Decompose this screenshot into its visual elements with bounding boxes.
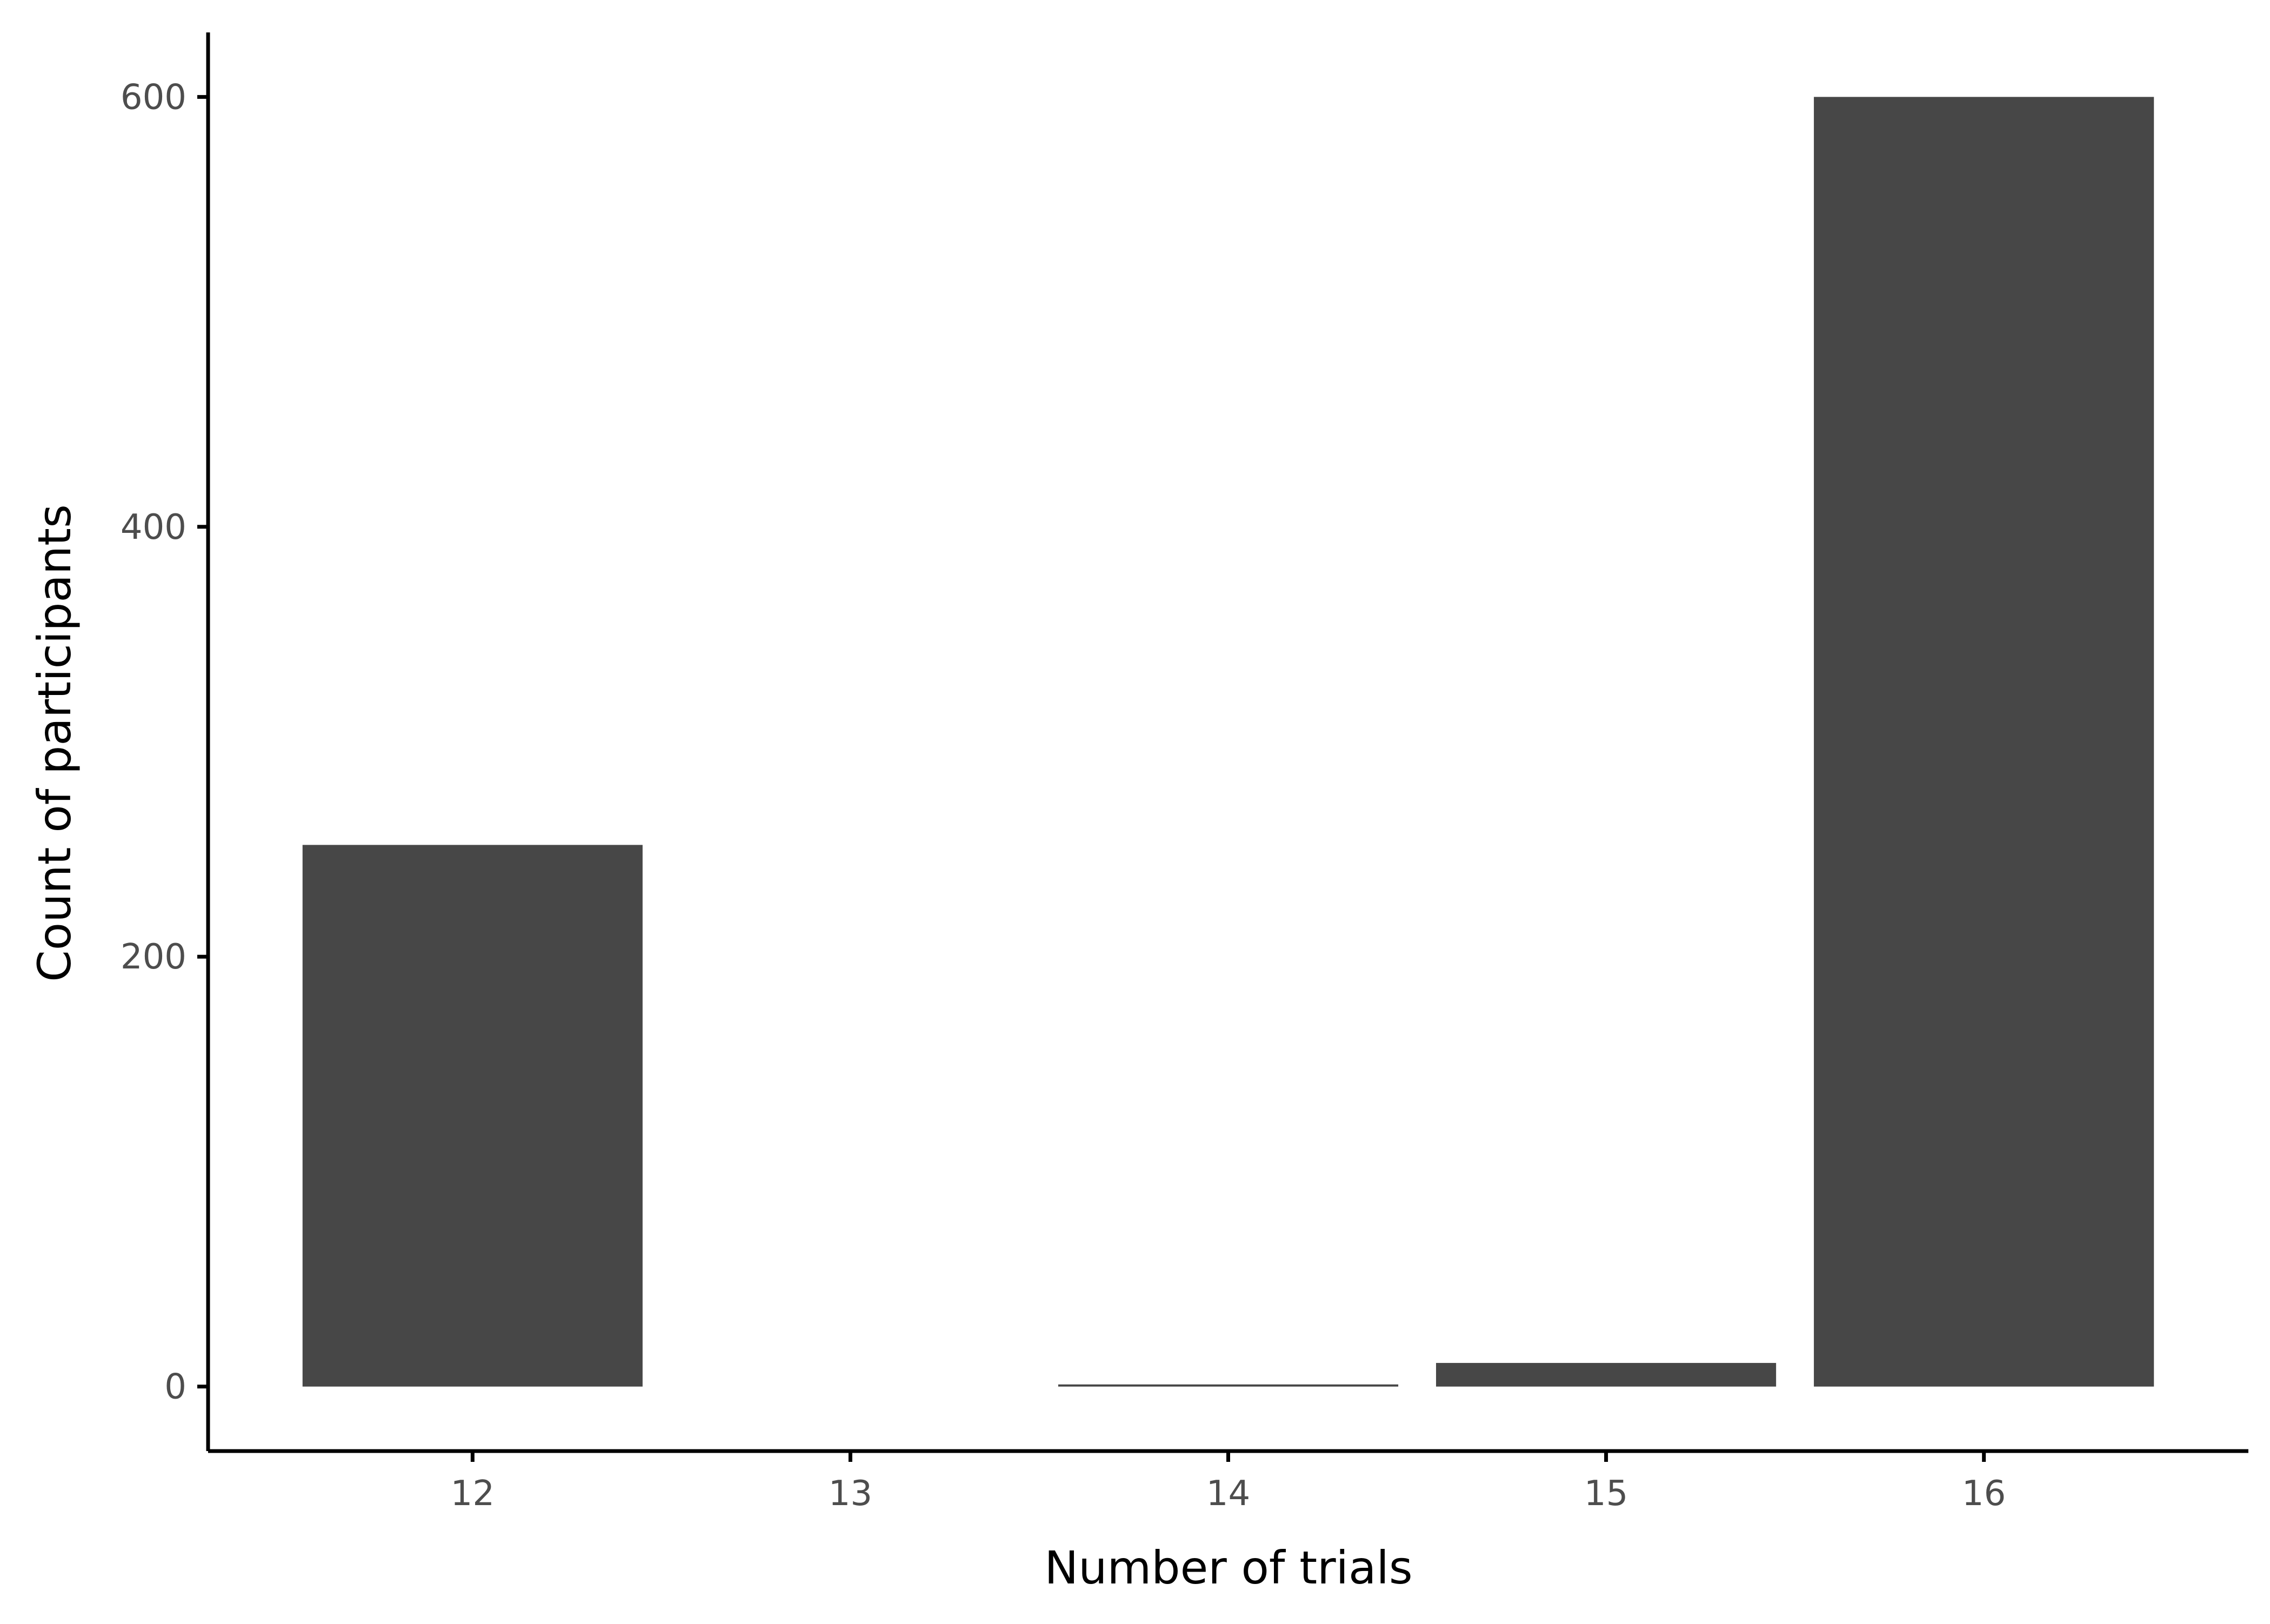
bar-15 <box>1436 1362 1777 1387</box>
y-axis-title: Count of participants <box>28 504 81 982</box>
bar-16 <box>1814 97 2154 1387</box>
y-tick-label: 600 <box>121 77 186 117</box>
y-tick-label: 400 <box>121 507 186 547</box>
x-tick-label: 16 <box>1962 1474 2006 1514</box>
bar-14 <box>1058 1384 1399 1387</box>
y-tick-label: 0 <box>164 1367 186 1407</box>
y-tick-label: 200 <box>121 937 186 977</box>
bar-12 <box>302 845 643 1387</box>
bars-group <box>302 97 2154 1387</box>
x-tick-label: 12 <box>451 1474 495 1514</box>
x-tick-label: 15 <box>1584 1474 1628 1514</box>
x-axis: 12 13 14 15 16 <box>208 1449 2248 1514</box>
x-tick-label: 13 <box>829 1474 872 1514</box>
x-axis-title: Number of trials <box>1044 1541 1412 1594</box>
x-tick-label: 14 <box>1206 1474 1250 1514</box>
y-axis: 0 200 400 600 <box>121 32 210 1451</box>
